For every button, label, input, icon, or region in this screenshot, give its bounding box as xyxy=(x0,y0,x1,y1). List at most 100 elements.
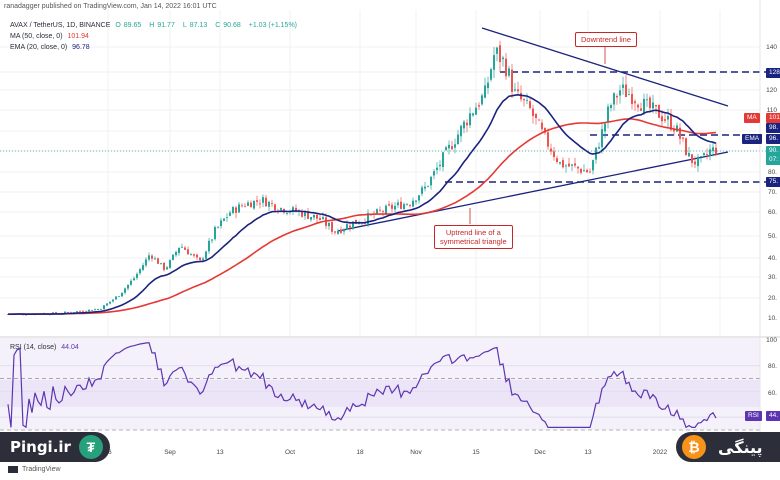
candle-body xyxy=(631,93,633,104)
candle-body xyxy=(265,197,267,207)
candle-body xyxy=(292,207,294,212)
time-axis-label: 13 xyxy=(216,449,224,456)
candle-body xyxy=(496,47,498,54)
symbol-header: AVAX / TetherUS, 1D, BINANCE O 89.65 H 91.… xyxy=(10,22,300,29)
candle-body xyxy=(103,305,105,310)
candle-body xyxy=(127,284,129,289)
price-axis-label: 40. xyxy=(768,255,777,262)
candle-body xyxy=(607,106,609,122)
candle-body xyxy=(94,309,96,311)
price-axis-label: 30. xyxy=(768,274,777,281)
ema-20-line xyxy=(8,93,717,315)
candle-body xyxy=(610,105,612,109)
candle-body xyxy=(85,311,87,313)
candle-body xyxy=(130,280,132,285)
candle-body xyxy=(280,207,282,210)
candle-body xyxy=(556,158,558,163)
tether-icon: ₮ xyxy=(78,435,103,459)
candle-body xyxy=(604,123,606,132)
ohlc-open: O 89.65 xyxy=(115,22,142,29)
ohlc-change: +1.03 (+1.15%) xyxy=(248,22,298,29)
candle-body xyxy=(514,89,516,91)
candle-body xyxy=(307,211,309,219)
ema-legend[interactable]: EMA (20, close, 0) 96.78 xyxy=(10,44,93,51)
tradingview-logo[interactable]: TradingView xyxy=(8,466,61,473)
candle-body xyxy=(115,296,117,300)
candle-body xyxy=(352,221,354,230)
time-axis-label: 2022 xyxy=(653,449,668,456)
ohlc-low: L 87.13 xyxy=(182,22,208,29)
candle-body xyxy=(271,202,273,204)
ema-value: 96.78 xyxy=(72,44,90,51)
candle-body xyxy=(511,69,513,92)
candle-body xyxy=(577,166,579,169)
bitcoin-icon: ₿ xyxy=(682,435,706,459)
candle-body xyxy=(547,132,549,147)
candle-body xyxy=(163,262,165,270)
candle-body xyxy=(223,218,225,221)
candle-body xyxy=(82,310,84,312)
candle-body xyxy=(160,263,162,264)
candle-body xyxy=(478,105,480,107)
rsi-legend[interactable]: RSI (14, close) 44.04 xyxy=(10,344,82,351)
candle-body xyxy=(523,99,525,101)
candle-body xyxy=(436,167,438,171)
candle-body xyxy=(55,312,57,314)
candle-body xyxy=(88,309,90,312)
candle-body xyxy=(532,108,534,117)
candle-body xyxy=(715,147,717,155)
candle-body xyxy=(118,296,120,297)
rsi-axis-tag: RSI xyxy=(745,411,762,421)
candle-body xyxy=(418,195,420,201)
candle-body xyxy=(442,152,444,168)
candle-body xyxy=(700,156,702,158)
candle-body xyxy=(25,314,27,316)
candle-body xyxy=(190,254,192,256)
candle-body xyxy=(157,258,159,264)
candle-body xyxy=(613,93,615,105)
candle-body xyxy=(622,84,624,88)
pingi-brand-left[interactable]: Pingi.ir ₮ xyxy=(0,432,110,462)
price-axis-label: 110 xyxy=(767,107,778,114)
candle-body xyxy=(256,200,258,202)
ma-axis-tag: MA xyxy=(744,113,760,123)
tradingview-icon xyxy=(8,466,18,473)
candle-body xyxy=(253,200,255,209)
candle-body xyxy=(709,149,711,156)
candle-body xyxy=(433,171,435,176)
candle-body xyxy=(646,99,648,101)
price-axis-label: 10. xyxy=(768,315,777,322)
candle-body xyxy=(517,89,519,92)
candle-body xyxy=(529,101,531,109)
uptrend-line xyxy=(337,151,729,232)
candle-body xyxy=(250,202,252,208)
uptrend-annotation-line2: symmetrical triangle xyxy=(440,237,507,246)
candle-body xyxy=(91,310,93,311)
candle-body xyxy=(178,247,180,254)
candle-body xyxy=(376,209,378,214)
candle-body xyxy=(697,156,699,167)
candle-body xyxy=(79,310,81,312)
time-axis-label: Nov xyxy=(410,449,422,456)
ohlc-high: H 91.77 xyxy=(149,22,175,29)
candle-body xyxy=(634,101,636,104)
pingi-brand-right[interactable]: ₿ پینگی xyxy=(676,432,780,462)
level-128-tag: 128 xyxy=(766,68,780,78)
time-axis-label: Dec xyxy=(534,449,546,456)
candle-body xyxy=(643,98,645,114)
candle-body xyxy=(508,68,510,76)
candle-body xyxy=(583,170,585,172)
candle-body xyxy=(580,168,582,173)
level-98-tag: 98. xyxy=(766,123,780,133)
candle-body xyxy=(151,255,153,259)
candle-body xyxy=(574,163,576,166)
candle-body xyxy=(208,240,210,252)
candle-body xyxy=(415,200,417,202)
rsi-axis-label: 80. xyxy=(768,363,777,370)
candle-body xyxy=(409,205,411,207)
candle-body xyxy=(400,201,402,209)
rsi-axis-label: 100 xyxy=(766,337,777,344)
candle-body xyxy=(655,104,657,107)
ma-legend[interactable]: MA (50, close, 0) 101.94 xyxy=(10,33,92,40)
